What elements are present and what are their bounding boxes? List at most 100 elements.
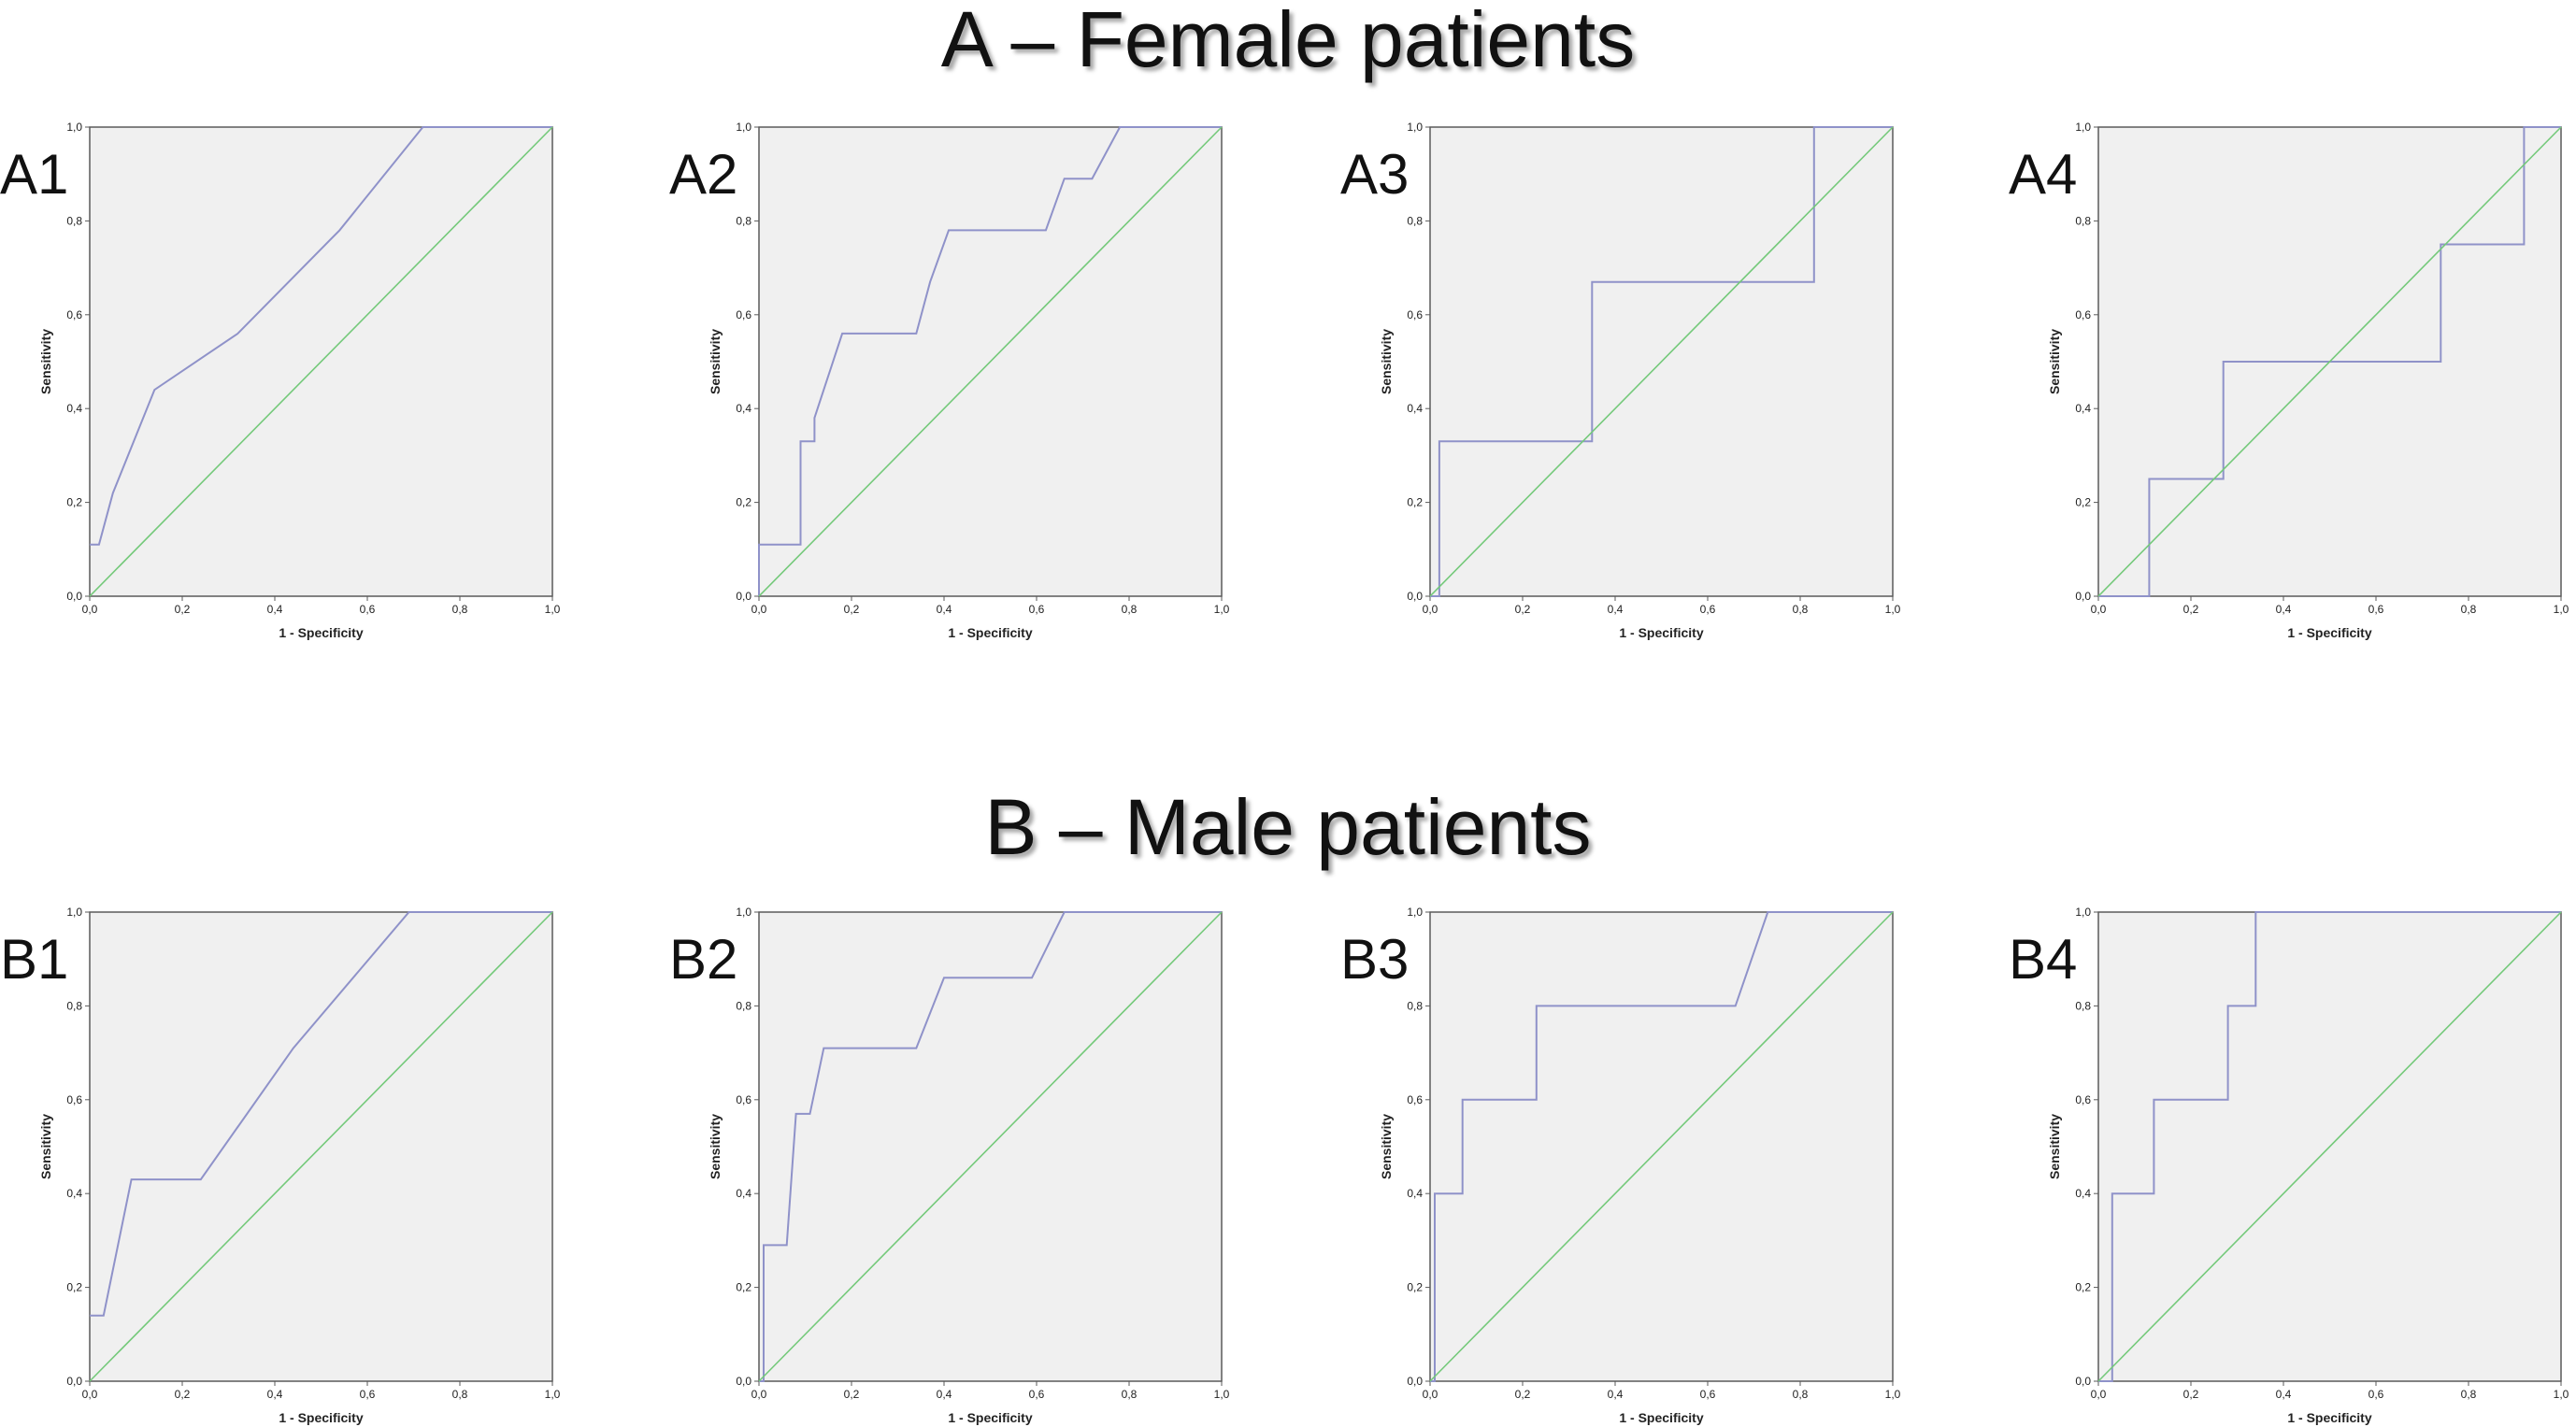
x-tick-label: 0,4 [937,1388,952,1401]
x-tick-label: 0,8 [1122,603,1138,616]
x-tick-label: 0,6 [2368,603,2384,616]
x-axis-title: 1 - Specificity [948,1410,1032,1425]
y-tick-label: 0,6 [66,308,82,321]
panel-label-b1: B1 [0,928,68,991]
x-tick-label: 1,0 [2554,1388,2569,1401]
y-tick-label: 0,8 [66,214,82,227]
y-axis-title: Sensitivity [1379,1114,1394,1179]
x-tick-label: 0,8 [2461,603,2477,616]
roc-curve [1430,911,1893,1382]
x-tick-label: 0,2 [2183,603,2199,616]
y-tick-label: 1,0 [736,121,751,134]
y-tick-label: 0,8 [1407,999,1423,1012]
reference-line [1429,911,1894,1382]
roc-panel-a1: 0,00,0 0,2 0,2 0,4 0,4 0,6 0,6 0,8 0,8 1,0 1,0 1 - … [0,121,561,640]
x-tick-label: 0,2 [175,603,191,616]
y-tick-label: 0,4 [736,1187,751,1200]
x-tick-label: 1,0 [545,1388,561,1401]
x-tick-label: 0,0 [82,603,98,616]
y-tick-label: 0,0 [1407,1375,1423,1388]
y-axis-title: Sensitivity [708,1114,723,1179]
x-tick-label: 0,0 [1423,1388,1438,1401]
x-axis-title: 1 - Specificity [1619,1410,1703,1425]
reference-line [758,911,1223,1382]
roc-curve [2098,126,2561,597]
x-tick-label: 0,4 [2276,1388,2292,1401]
x-tick-label: 0,2 [844,1388,860,1401]
y-tick-label: 0,8 [2075,999,2091,1012]
y-axis-title: Sensitivity [1379,329,1394,394]
y-axis-title: Sensitivity [38,329,53,394]
y-tick-label: 1,0 [66,121,82,134]
x-tick-label: 0,6 [360,603,376,616]
x-tick-label: 1,0 [1214,1388,1230,1401]
roc-curve [758,126,1222,596]
x-tick-label: 1,0 [1214,603,1230,616]
x-tick-label: 0,4 [267,1388,283,1401]
roc-curve [90,126,552,546]
y-tick-label: 0,2 [736,1281,751,1294]
y-tick-label: 0,6 [736,1093,751,1106]
x-tick-label: 0,6 [2368,1388,2384,1401]
y-tick-label: 0,2 [1407,1281,1423,1294]
x-tick-label: 0,8 [1793,603,1809,616]
y-tick-label: 0,6 [736,308,751,321]
x-tick-label: 0,2 [844,603,860,616]
y-tick-label: 0,4 [1407,1187,1423,1200]
x-axis-title: 1 - Specificity [279,1410,363,1425]
x-tick-label: 0,8 [1793,1388,1809,1401]
y-tick-label: 0,2 [66,496,82,509]
y-tick-label: 0,8 [1407,214,1423,227]
y-tick-label: 0,4 [66,402,82,415]
x-axis-title: 1 - Specificity [2287,1410,2371,1425]
y-tick-label: 0,4 [66,1187,82,1200]
y-tick-label: 1,0 [1407,906,1423,919]
x-tick-label: 0,4 [1608,603,1624,616]
y-tick-label: 0,4 [2075,1187,2091,1200]
y-tick-label: 0,0 [736,1375,751,1388]
x-tick-label: 0,6 [1029,1388,1045,1401]
y-tick-label: 0,6 [66,1093,82,1106]
y-tick-label: 0,4 [1407,402,1423,415]
x-tick-label: 0,0 [82,1388,98,1401]
x-tick-label: 1,0 [1885,603,1901,616]
x-tick-label: 0,8 [2461,1388,2477,1401]
panel-label-a1: A1 [0,143,68,206]
panel-label-b3: B3 [1340,928,1409,991]
x-tick-label: 0,8 [1122,1388,1138,1401]
panel-label-a2: A2 [669,143,737,206]
roc-panel-b4: 0,00,0 0,2 0,2 0,4 0,4 0,6 0,6 0,8 0,8 1,0 1,0 1 - … [2009,906,2569,1425]
y-axis-title: Sensitivity [38,1114,53,1179]
x-tick-label: 0,6 [1700,603,1716,616]
x-tick-label: 0,0 [2091,1388,2107,1401]
y-tick-label: 0,8 [2075,214,2091,227]
x-tick-label: 0,6 [360,1388,376,1401]
x-axis-title: 1 - Specificity [948,625,1032,640]
reference-line [2097,911,2562,1382]
x-tick-label: 0,6 [1700,1388,1716,1401]
reference-line [758,126,1223,597]
x-tick-label: 0,2 [175,1388,191,1401]
y-tick-label: 0,0 [66,1375,82,1388]
x-tick-label: 0,6 [1029,603,1045,616]
y-tick-label: 0,8 [66,999,82,1012]
roc-panel-b3: 0,00,0 0,2 0,2 0,4 0,4 0,6 0,6 0,8 0,8 1,0 1,0 1 - … [1340,906,1901,1425]
y-tick-label: 0,2 [2075,496,2091,509]
x-tick-label: 0,2 [2183,1388,2199,1401]
y-tick-label: 0,0 [736,590,751,603]
x-axis-title: 1 - Specificity [1619,625,1703,640]
x-tick-label: 0,2 [1515,1388,1531,1401]
roc-curve [759,911,1222,1382]
panel-label-a4: A4 [2009,143,2077,206]
y-axis-title: Sensitivity [2047,329,2062,394]
panel-label-b2: B2 [669,928,737,991]
x-tick-label: 0,0 [1423,603,1438,616]
roc-curve [90,911,552,1317]
x-tick-label: 0,8 [452,603,468,616]
x-tick-label: 0,0 [751,1388,767,1401]
panel-label-b4: B4 [2009,928,2077,991]
y-axis-title: Sensitivity [708,329,723,394]
y-tick-label: 0,2 [66,1281,82,1294]
roc-panel-a2: 0,00,0 0,2 0,2 0,4 0,4 0,6 0,6 0,8 0,8 1,0 1,0 1 - … [669,121,1230,640]
x-tick-label: 0,8 [452,1388,468,1401]
